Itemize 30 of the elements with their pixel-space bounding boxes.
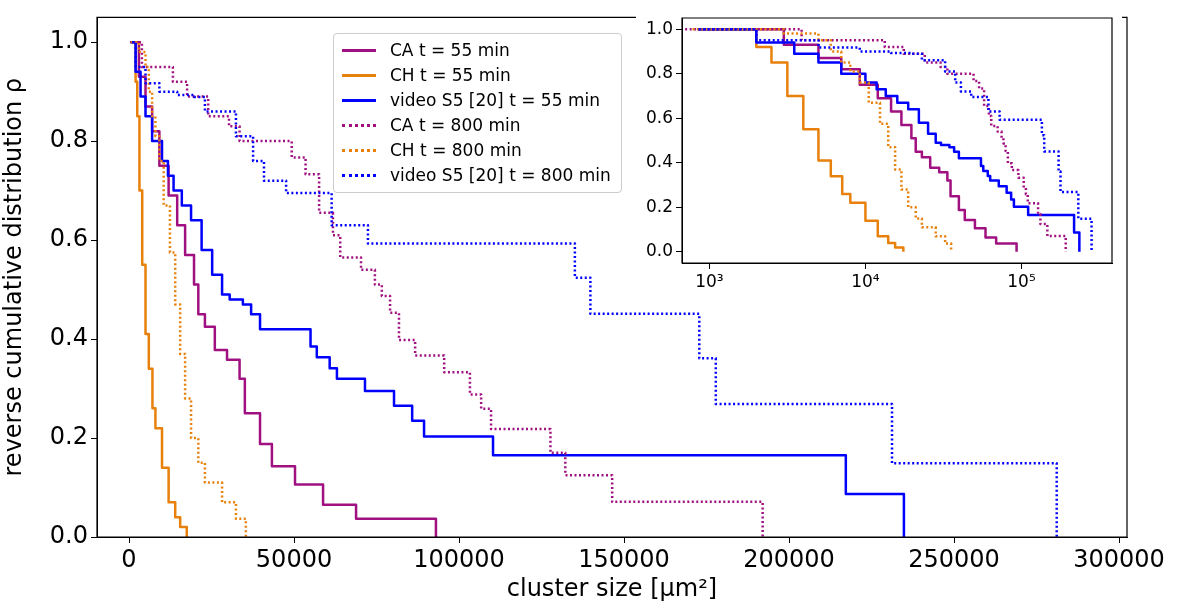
- y-tick-label: 0.0: [49, 521, 88, 550]
- x-tick-label: 50000: [255, 544, 333, 573]
- x-tick-label: 200000: [743, 544, 835, 573]
- x-tick-label: 10⁵: [1007, 270, 1036, 291]
- legend-label: CA t = 55 min: [390, 39, 510, 62]
- x-tick-label: 10³: [695, 270, 724, 291]
- y-tick-label: 0.4: [645, 151, 673, 172]
- y-tick-label: 0.4: [49, 323, 88, 352]
- y-tick-label: 0.2: [645, 195, 673, 216]
- legend-label: CH t = 55 min: [390, 64, 511, 87]
- y-tick-label: 0.0: [645, 240, 673, 261]
- y-tick-label: 0.6: [645, 106, 673, 127]
- x-tick-label: 10⁴: [851, 270, 880, 291]
- legend-label: video S5 [20] t = 800 min: [390, 164, 611, 187]
- x-tick-label: 150000: [578, 544, 670, 573]
- x-tick-label: 250000: [908, 544, 1000, 573]
- y-tick-label: 0.2: [49, 422, 88, 451]
- y-tick-label: 1.0: [49, 26, 88, 55]
- x-tick-label: 0: [121, 544, 137, 573]
- x-axis-title: cluster size [μm²]: [506, 573, 718, 602]
- x-tick-label: 100000: [413, 544, 505, 573]
- legend-label: CH t = 800 min: [390, 139, 522, 162]
- y-axis-title: reverse cumulative distribution ρ: [0, 77, 27, 477]
- x-tick-label: 300000: [1073, 544, 1165, 573]
- y-tick-label: 0.6: [49, 224, 88, 253]
- legend-label: CA t = 800 min: [390, 114, 521, 137]
- y-tick-label: 1.0: [645, 17, 673, 38]
- legend-label: video S5 [20] t = 55 min: [390, 89, 600, 112]
- y-tick-label: 0.8: [645, 62, 673, 83]
- y-tick-label: 0.8: [49, 125, 88, 154]
